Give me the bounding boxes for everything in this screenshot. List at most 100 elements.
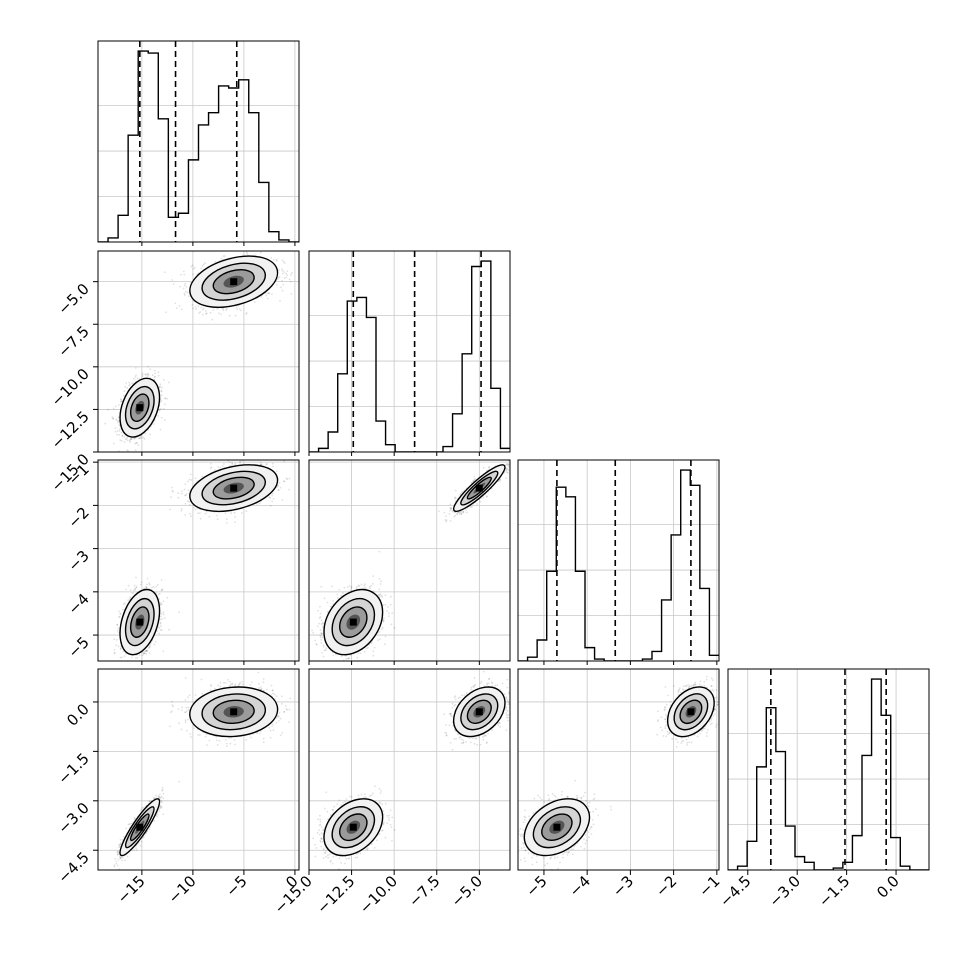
sample-point	[283, 260, 285, 263]
sample-point	[234, 314, 237, 317]
sample-point	[229, 461, 231, 463]
sample-point	[162, 408, 165, 410]
sample-point	[117, 416, 120, 419]
sample-point	[289, 280, 292, 283]
sample-point	[233, 511, 236, 514]
sample-point	[155, 585, 158, 588]
sample-point	[118, 450, 120, 452]
sample-point	[119, 428, 121, 430]
sample-point	[160, 416, 163, 419]
sample-point	[144, 373, 147, 376]
sample-point	[240, 512, 243, 514]
sample-point	[116, 629, 119, 632]
sample-point	[141, 654, 144, 657]
sample-point	[183, 273, 186, 276]
sample-point	[249, 247, 251, 249]
sample-point	[107, 408, 109, 411]
sample-point	[122, 603, 125, 606]
sample-point	[172, 490, 175, 493]
sample-point	[182, 287, 185, 290]
sample-point	[134, 587, 137, 590]
sample-point	[160, 390, 163, 393]
panel-frame	[97, 40, 300, 243]
sample-point	[240, 239, 242, 241]
sample-point	[133, 663, 135, 665]
sample-point	[131, 656, 133, 659]
sample-point	[267, 292, 269, 294]
sample-point	[121, 434, 124, 437]
panel-1-0	[97, 239, 300, 453]
sample-point	[126, 436, 129, 439]
sample-point	[142, 436, 145, 439]
sample-point	[120, 400, 122, 403]
sample-point	[265, 294, 268, 297]
sample-point	[123, 436, 126, 438]
sample-point	[139, 437, 142, 440]
sample-point	[148, 652, 151, 655]
sample-point	[267, 292, 270, 295]
sample-point	[209, 462, 212, 465]
sample-point	[199, 512, 201, 514]
sample-point	[159, 408, 162, 410]
sample-point	[279, 486, 282, 489]
sample-point	[135, 586, 138, 589]
sample-point	[222, 255, 225, 257]
sample-point	[126, 439, 129, 442]
sample-point	[211, 318, 214, 321]
sample-point	[151, 374, 154, 377]
sample-point	[225, 309, 228, 311]
sample-point	[129, 438, 132, 441]
sample-point	[275, 258, 278, 261]
sample-point	[145, 586, 148, 588]
panel-frame	[308, 250, 511, 453]
sample-point	[148, 645, 151, 647]
sample-point	[120, 439, 123, 442]
sample-point	[182, 270, 185, 273]
sample-point	[205, 312, 208, 315]
sample-point	[188, 500, 191, 503]
sample-point	[159, 383, 162, 386]
sample-point	[160, 628, 163, 631]
sample-point	[234, 521, 237, 523]
sample-point	[200, 267, 203, 270]
sample-point	[144, 649, 147, 652]
sample-point	[117, 627, 120, 629]
sample-point	[272, 498, 275, 500]
sample-point	[306, 470, 308, 472]
sample-point	[116, 433, 118, 436]
sample-point	[136, 441, 138, 444]
sample-point	[112, 407, 115, 410]
sample-point	[152, 586, 155, 588]
sample-point	[259, 251, 262, 254]
sample-point	[192, 268, 195, 270]
sample-point	[198, 312, 201, 314]
sample-point	[116, 430, 119, 432]
sample-point	[114, 427, 117, 429]
sample-point	[157, 415, 160, 417]
sample-point	[202, 313, 204, 316]
sample-point	[146, 375, 149, 378]
sample-point	[118, 430, 121, 432]
sample-point	[245, 313, 248, 315]
sample-point	[281, 279, 284, 282]
sample-point	[201, 308, 204, 311]
sample-point	[186, 291, 189, 294]
sample-point	[236, 308, 239, 311]
sample-point	[188, 478, 191, 481]
sample-point	[126, 386, 129, 389]
sample-point	[153, 643, 156, 646]
sample-point	[224, 512, 227, 514]
sample-point	[158, 626, 161, 629]
sample-point	[214, 260, 217, 263]
sample-point	[290, 273, 292, 276]
sample-point	[135, 663, 137, 665]
sample-point	[123, 390, 126, 393]
sample-point	[161, 386, 163, 389]
sample-point	[145, 650, 148, 653]
sample-point	[133, 377, 135, 380]
sample-point	[184, 282, 187, 285]
sample-point	[144, 652, 146, 655]
sample-point	[125, 437, 128, 440]
sample-point	[128, 439, 131, 442]
sample-point	[160, 625, 162, 628]
